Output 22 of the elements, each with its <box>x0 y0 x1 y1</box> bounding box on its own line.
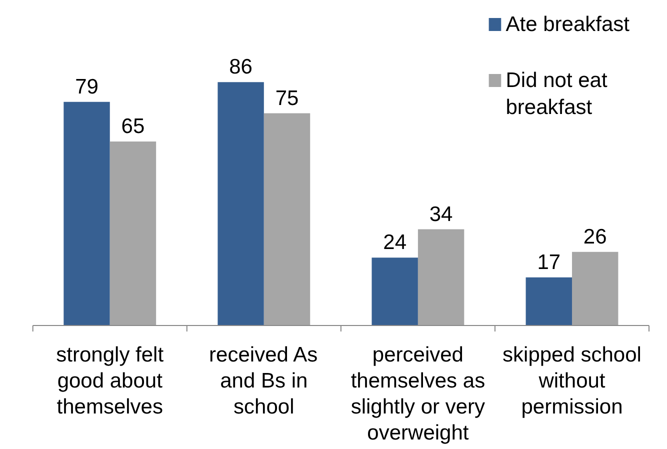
bar <box>218 82 264 326</box>
bar <box>418 229 464 326</box>
bar <box>372 258 418 326</box>
data-label: 17 <box>537 250 561 274</box>
bar <box>64 102 110 326</box>
bar <box>572 252 618 326</box>
bar <box>110 142 156 326</box>
data-label: 26 <box>583 225 607 248</box>
data-label: 24 <box>383 231 407 254</box>
data-label: 79 <box>75 75 98 98</box>
legend-label: Ate breakfast <box>506 13 630 36</box>
legend-label: Did not eat breakfast <box>506 69 608 119</box>
x-tick-label: strongly felt good about themselves <box>56 344 164 418</box>
data-label: 34 <box>429 202 454 226</box>
x-tick-label: perceived themselves as slightly or very overweight <box>350 344 486 444</box>
data-label: 86 <box>229 56 252 79</box>
data-label: 75 <box>275 86 299 110</box>
x-tick-label: skipped school without permission <box>502 344 642 418</box>
data-label: 65 <box>121 115 145 138</box>
x-tick-label: received As and Bs in school <box>209 344 318 418</box>
bar <box>264 113 310 326</box>
bar <box>526 277 572 326</box>
